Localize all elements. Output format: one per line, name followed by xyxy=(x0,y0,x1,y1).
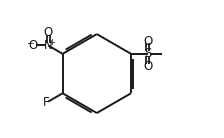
Text: F: F xyxy=(43,96,50,109)
Text: S: S xyxy=(144,47,151,60)
Text: N: N xyxy=(44,39,53,52)
Text: O: O xyxy=(28,39,37,52)
Text: O: O xyxy=(143,35,152,48)
Text: O: O xyxy=(143,60,152,73)
Text: O: O xyxy=(43,26,53,39)
Text: +: + xyxy=(49,38,55,47)
Text: −: − xyxy=(26,38,33,47)
